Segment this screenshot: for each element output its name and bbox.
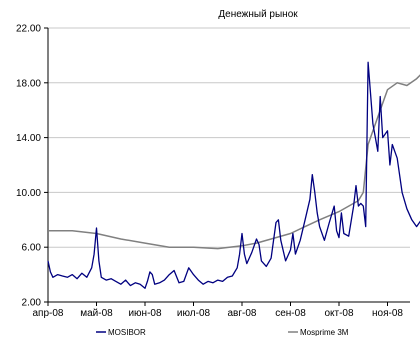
x-tick-label: май-08 (80, 308, 113, 319)
x-tick-labels: апр-08 май-08 июн-08 июл-08 авг-08 сен-08 окт-… (33, 308, 404, 319)
x-tick-label: июл-08 (177, 308, 211, 319)
x-tick-label: ноя-08 (372, 308, 403, 319)
series-lines (47, 61, 420, 289)
x-tick-label: авг-08 (228, 308, 257, 319)
y-tick-labels: 2.00 6.00 10.00 14.00 18.00 22.00 (16, 24, 41, 309)
legend-label: Mosprime 3M (300, 328, 349, 336)
y-tick-label: 22.00 (16, 24, 41, 35)
legend-label: MOSIBOR (108, 328, 146, 336)
x-tick-label: сен-08 (275, 308, 306, 319)
grid-lines (48, 27, 410, 248)
chart-title: Денежный рынок (218, 9, 298, 20)
y-tick-label: 18.00 (16, 78, 41, 89)
y-tick-label: 6.00 (22, 243, 42, 254)
y-tick-label: 14.00 (16, 133, 41, 144)
axes (44, 27, 410, 306)
x-tick-label: апр-08 (33, 308, 64, 319)
series-line-mosibor (47, 61, 420, 289)
y-tick-label: 10.00 (16, 188, 41, 199)
legend: MOSIBOR Mosprime 3M (96, 328, 349, 337)
x-tick-label: окт-08 (324, 308, 354, 319)
y-tick-label: 2.00 (22, 298, 42, 309)
x-tick-label: июн-08 (128, 308, 162, 319)
